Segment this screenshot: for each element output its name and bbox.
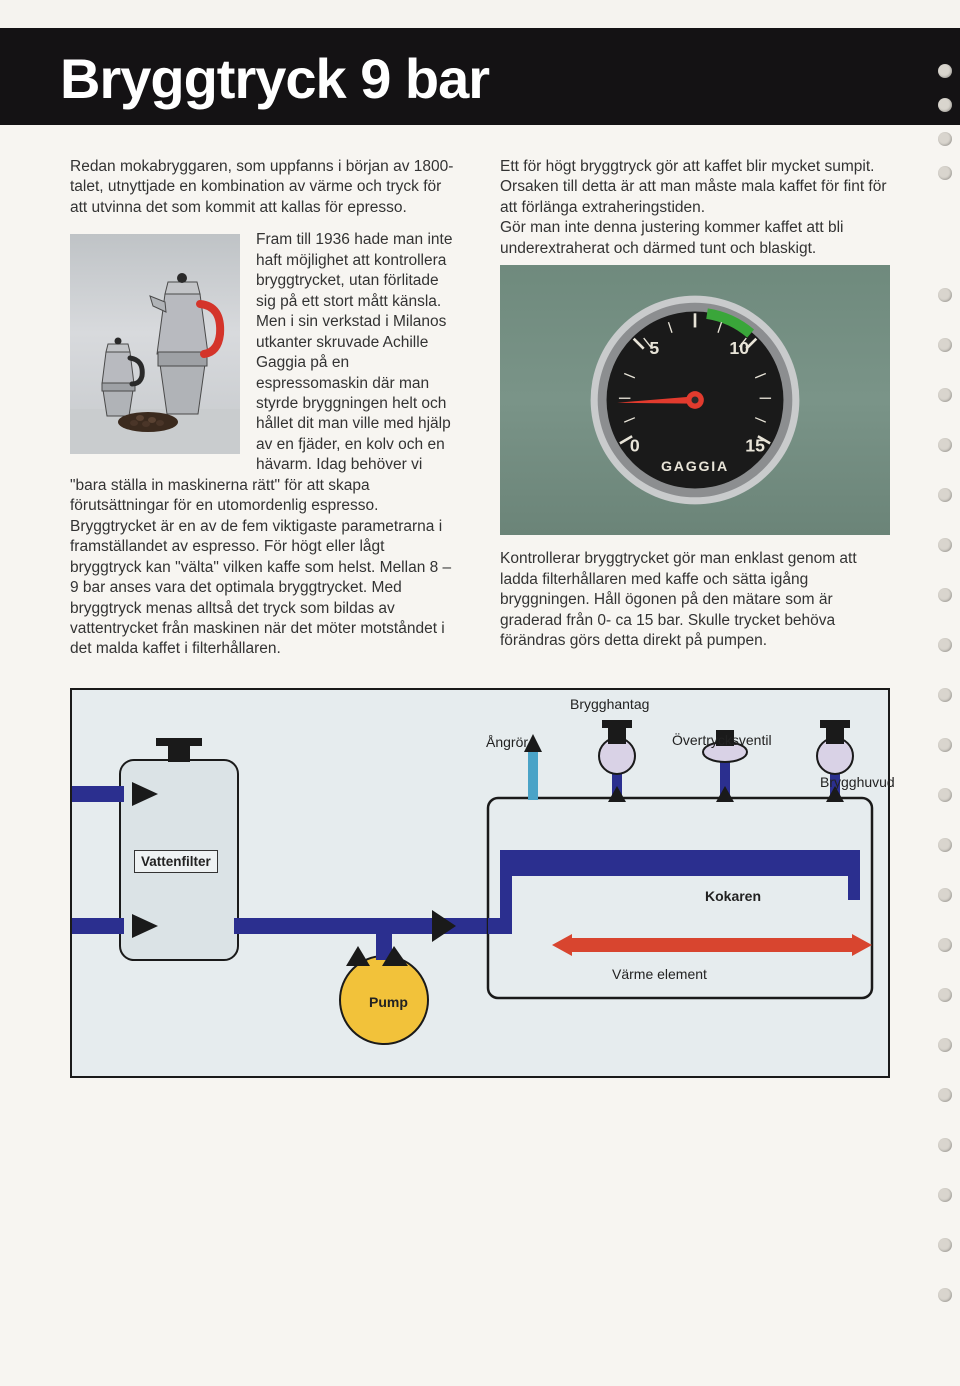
moka-text-block: Fram till 1936 hade man inte haft möjlig… xyxy=(70,230,460,660)
diagram-label-angror: Ångrör xyxy=(486,734,528,750)
diagram-label-brygghantag: Brygghantag xyxy=(570,696,649,712)
page-title: Bryggtryck 9 bar xyxy=(60,46,960,111)
gauge-brand-label: GAGGIA xyxy=(661,458,729,474)
right-column: Ett för högt bryggtryck gör att kaffet b… xyxy=(500,157,890,660)
gauge-tick-15: 15 xyxy=(745,436,765,456)
left-column: Redan mokabryggaren, som uppfanns i börj… xyxy=(70,157,460,660)
diagram-label-varme-element: Värme element xyxy=(612,966,707,982)
right-paragraph-2: Gör man inte denna justering kommer kaff… xyxy=(500,218,890,259)
gauge-tick-10: 10 xyxy=(729,338,749,358)
left-paragraph-1: Redan mokabryggaren, som uppfanns i börj… xyxy=(70,157,460,218)
espresso-machine-diagram: Brygghantag Ångrör Övertrycksventil Bryg… xyxy=(70,688,890,1078)
header-bar: Bryggtryck 9 bar xyxy=(0,28,960,125)
content-columns: Redan mokabryggaren, som uppfanns i börj… xyxy=(0,125,960,660)
diagram-label-overtrycksventil: Övertrycksventil xyxy=(672,732,772,748)
pressure-gauge-image: 0 5 10 15 GAGGIA xyxy=(500,265,890,535)
right-paragraph-3: Kontrollerar bryggtrycket gör man enklas… xyxy=(500,549,890,651)
moka-pot-image xyxy=(70,234,240,454)
diagram-label-vattenfilter: Vattenfilter xyxy=(134,850,218,873)
diagram-label-brygghuvud: Brygghuvud xyxy=(820,774,895,790)
right-paragraph-1: Ett för högt bryggtryck gör att kaffet b… xyxy=(500,157,890,218)
document-page: Bryggtryck 9 bar Redan mokabryggaren, so… xyxy=(0,28,960,1386)
gauge-tick-5: 5 xyxy=(649,338,659,358)
diagram-label-pump: Pump xyxy=(366,992,411,1012)
diagram-label-kokaren: Kokaren xyxy=(702,886,764,906)
gauge-tick-0: 0 xyxy=(630,436,640,456)
